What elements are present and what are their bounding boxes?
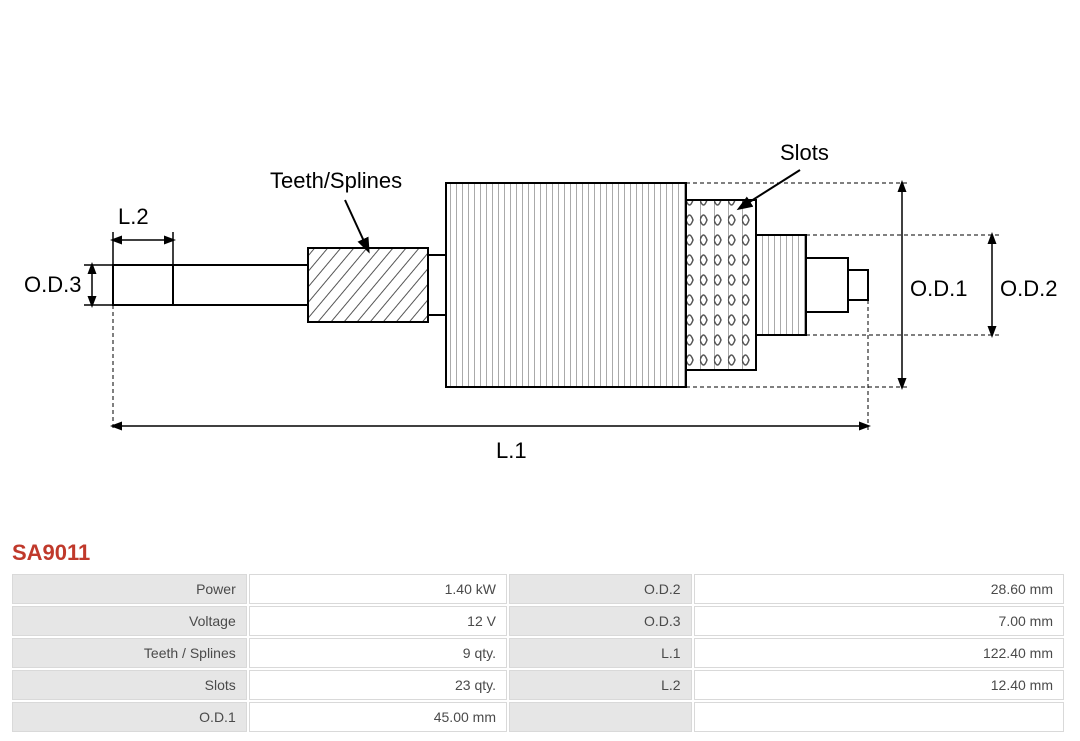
spec-value: 9 qty. <box>249 638 507 668</box>
page-root: Teeth/Splines Slots L.2 O.D.3 O.D.1 O.D.… <box>0 0 1080 741</box>
diagram-svg <box>0 0 1080 520</box>
label-od1: O.D.1 <box>910 276 967 302</box>
spec-label: O.D.2 <box>509 574 692 604</box>
spec-value: 12.40 mm <box>694 670 1064 700</box>
spec-table-body: Power 1.40 kW O.D.2 28.60 mm Voltage 12 … <box>12 574 1064 732</box>
armature-diagram: Teeth/Splines Slots L.2 O.D.3 O.D.1 O.D.… <box>0 0 1080 520</box>
spec-label: O.D.1 <box>12 702 247 732</box>
spec-label: Voltage <box>12 606 247 636</box>
table-row: Power 1.40 kW O.D.2 28.60 mm <box>12 574 1064 604</box>
spec-label: L.2 <box>509 670 692 700</box>
spec-label <box>509 702 692 732</box>
spec-value: 7.00 mm <box>694 606 1064 636</box>
label-teeth-splines: Teeth/Splines <box>270 168 402 194</box>
label-od2: O.D.2 <box>1000 276 1057 302</box>
table-row: Teeth / Splines 9 qty. L.1 122.40 mm <box>12 638 1064 668</box>
spec-value: 122.40 mm <box>694 638 1064 668</box>
label-slots: Slots <box>780 140 829 166</box>
label-l1: L.1 <box>496 438 527 464</box>
table-row: O.D.1 45.00 mm <box>12 702 1064 732</box>
spec-value: 23 qty. <box>249 670 507 700</box>
spec-table: Power 1.40 kW O.D.2 28.60 mm Voltage 12 … <box>10 572 1066 734</box>
table-row: Slots 23 qty. L.2 12.40 mm <box>12 670 1064 700</box>
label-l2: L.2 <box>118 204 149 230</box>
spec-value: 1.40 kW <box>249 574 507 604</box>
spec-value: 28.60 mm <box>694 574 1064 604</box>
part-number: SA9011 <box>12 540 90 566</box>
label-od3: O.D.3 <box>24 272 81 298</box>
spec-label: Power <box>12 574 247 604</box>
spec-value <box>694 702 1064 732</box>
table-row: Voltage 12 V O.D.3 7.00 mm <box>12 606 1064 636</box>
spec-label: L.1 <box>509 638 692 668</box>
spec-label: Teeth / Splines <box>12 638 247 668</box>
spec-value: 45.00 mm <box>249 702 507 732</box>
spec-label: O.D.3 <box>509 606 692 636</box>
spec-label: Slots <box>12 670 247 700</box>
spec-value: 12 V <box>249 606 507 636</box>
